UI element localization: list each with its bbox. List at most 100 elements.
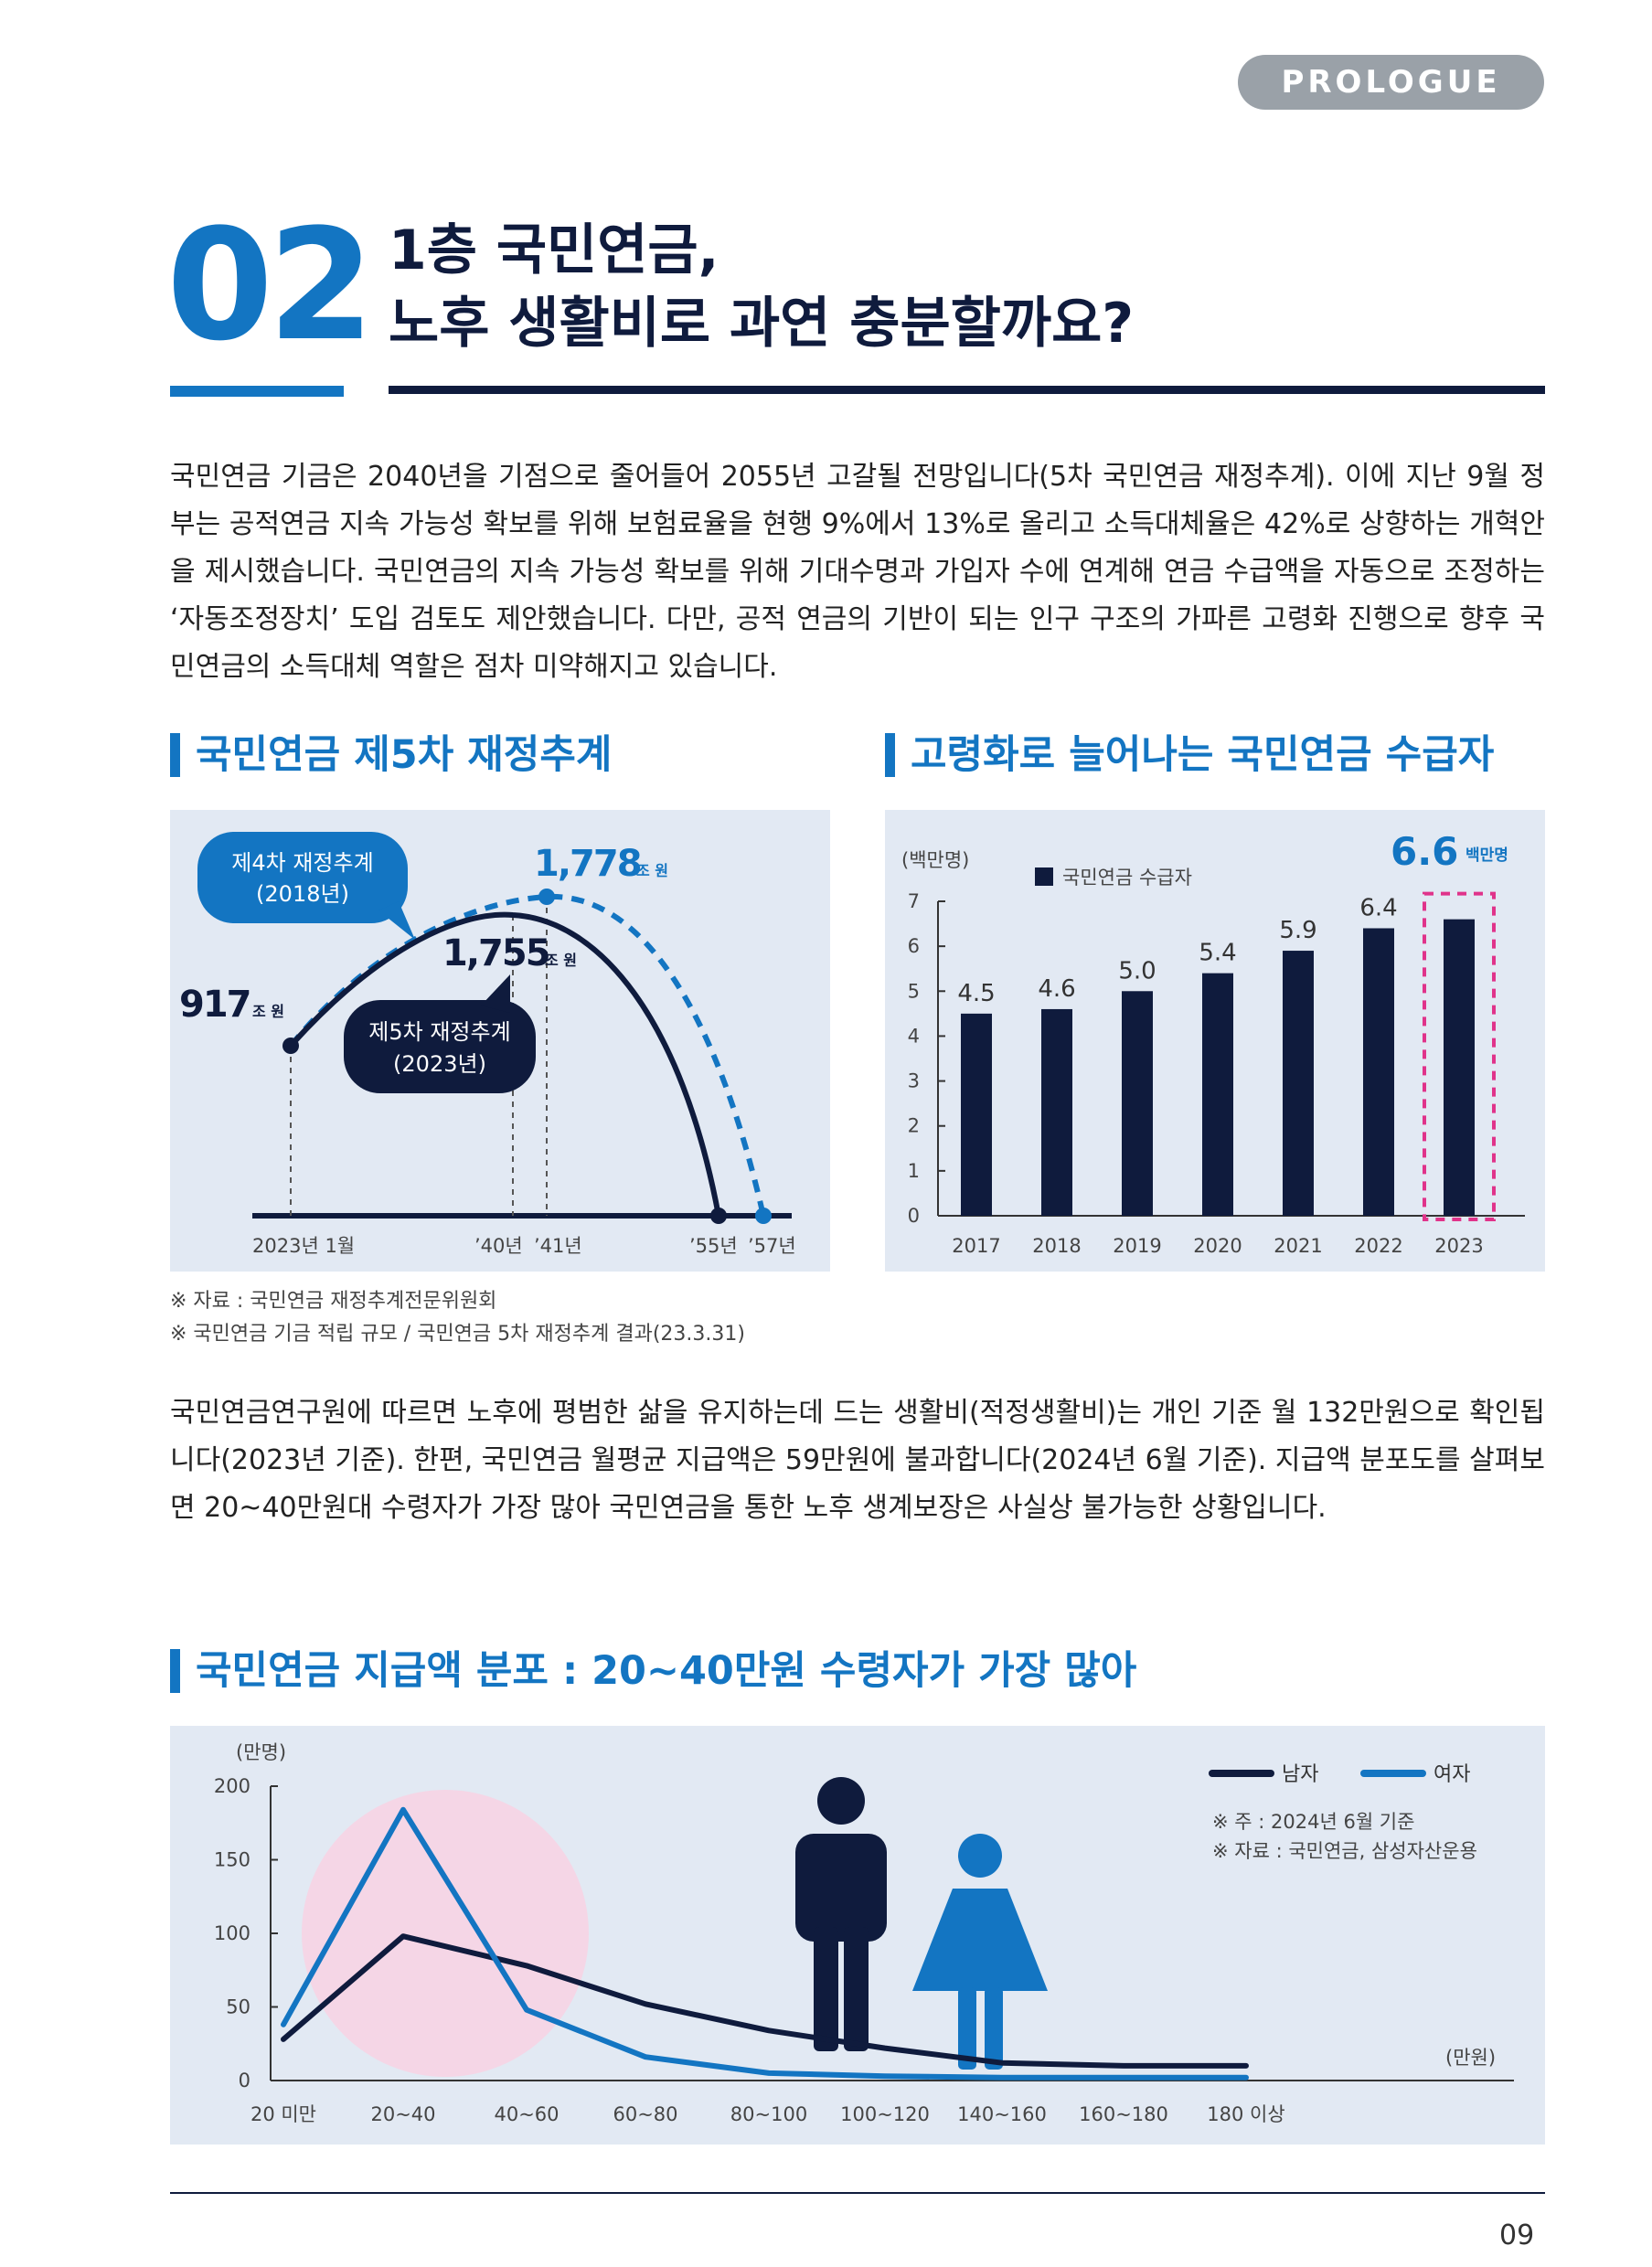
chart3-x-unit: (만원) — [1445, 2047, 1496, 2069]
chart2-x-tick: 2018 — [1032, 1235, 1081, 1257]
series-4th-projection — [288, 893, 766, 1217]
female-figure-icon — [912, 1834, 1048, 2070]
recipients-bar-chart: (백만명) 국민연금 수급자 6.6 백만명 0 1 2 3 4 5 6 7 2017 4.5 2… — [901, 829, 1525, 1257]
point-end-5th — [710, 1208, 727, 1224]
payment-distribution-chart: (만명) (만원) 0 50 100 150 200 20 미만 20~40 40~60 60… — [214, 1741, 1514, 2125]
callout-5th-line2: (2023년) — [393, 1051, 486, 1077]
intro-paragraph: 국민연금 기금은 2040년을 기점으로 줄어들어 2055년 고갈될 전망입니… — [170, 461, 1545, 683]
legend-female-label: 여자 — [1434, 1763, 1470, 1786]
chart2-x-tick: 2022 — [1354, 1235, 1402, 1257]
x-tick-2023: 2023년 1월 — [252, 1235, 355, 1257]
chart2-x-tick: 2017 — [952, 1235, 1000, 1257]
bar-2020 — [1202, 973, 1233, 1216]
chart3-x-tick: 180 이상 — [1207, 2103, 1284, 2125]
chart2-legend-swatch — [1035, 867, 1053, 886]
legend-male-label: 남자 — [1282, 1763, 1318, 1786]
callout-4th-line2: (2018년) — [256, 881, 349, 907]
section-number-underline — [170, 386, 344, 397]
bar-2022 — [1363, 928, 1394, 1216]
chart3-y-tick: 150 — [214, 1849, 250, 1871]
series-female-line — [281, 1806, 1249, 2081]
chart2-x-tick: 2019 — [1113, 1235, 1161, 1257]
x-tick-2057: ’57년 — [748, 1235, 796, 1257]
bar-value-label: 4.6 — [1038, 975, 1075, 1003]
chart2-x-tick: 2020 — [1193, 1235, 1242, 1257]
point-end-4th — [755, 1208, 772, 1224]
chart2-y-tick: 6 — [908, 935, 920, 957]
page-number: 09 — [1499, 2219, 1535, 2251]
page-title-line1: 1층 국민연금, — [389, 218, 719, 282]
fund-projection-chart: 917 조 원 1,778 조 원 1,755 조 원 제4차 재정추계 (20… — [179, 832, 796, 1257]
chart2-panel: (백만명) 국민연금 수급자 6.6 백만명 0 1 2 3 4 5 6 7 2017 4.5 2… — [885, 810, 1545, 1272]
chart3-y-tick: 200 — [214, 1775, 250, 1797]
callout-5th-bg — [344, 1000, 536, 1093]
chart2-y-tick: 3 — [908, 1070, 920, 1092]
chart2-highlight-value: 6.6 — [1391, 829, 1458, 874]
title-divider — [389, 386, 1545, 394]
chart1-panel: 917 조 원 1,778 조 원 1,755 조 원 제4차 재정추계 (20… — [170, 810, 830, 1272]
chart3-y-tick: 100 — [214, 1922, 250, 1944]
callout-5th-line1: 제5차 재정추계 — [368, 1019, 510, 1045]
x-tick-2040: ’40년 — [474, 1235, 523, 1257]
callout-5th-tail — [481, 974, 510, 1013]
highlight-box-2023 — [1423, 891, 1496, 1222]
chart2-y-tick: 5 — [908, 980, 920, 1002]
bar-value-label: 6.4 — [1359, 894, 1397, 921]
chart3-heading: 국민연금 지급액 분포 : 20~40만원 수령자가 가장 많아 — [170, 1645, 1136, 1697]
chart1-heading: 국민연금 제5차 재정추계 — [170, 729, 612, 781]
male-figure-icon — [795, 1777, 887, 2051]
series-male-line — [281, 1933, 1249, 2069]
x-tick-2041: ’41년 — [534, 1235, 582, 1257]
chart2-y-unit: (백만명) — [901, 849, 969, 871]
second-paragraph: 국민연금연구원에 따르면 노후에 평범한 삶을 유지하는데 드는 생활비(적정생… — [170, 1397, 1545, 1524]
chart2-x-tick: 2023 — [1434, 1235, 1483, 1257]
chart2-x-tick: 2021 — [1274, 1235, 1322, 1257]
chart3-note-1: ※ 주 : 2024년 6월 기준 — [1212, 1811, 1414, 1833]
bar-2018 — [1041, 1008, 1072, 1216]
chart3-x-tick: 100~120 — [840, 2103, 930, 2125]
label-917-unit: 조 원 — [252, 1003, 284, 1020]
point-start — [282, 1038, 299, 1054]
chart2-y-tick: 0 — [908, 1205, 920, 1227]
bar-value-label: 5.0 — [1118, 957, 1156, 984]
bar-value-label: 5.4 — [1199, 940, 1236, 967]
chart3-x-tick: 40~60 — [494, 2103, 559, 2125]
chart3-x-tick: 20~40 — [370, 2103, 435, 2125]
label-1755-unit: 조 원 — [545, 952, 577, 969]
chart3-x-tick: 20 미만 — [250, 2103, 316, 2125]
prologue-badge: PROLOGUE — [1238, 55, 1544, 110]
bar-value-label: 5.9 — [1279, 917, 1316, 944]
source-note-1: ※ 자료 : 국민연금 재정추계전문위원회 — [170, 1290, 497, 1313]
bar-2017 — [961, 1013, 992, 1216]
chart2-y-tick: 7 — [908, 890, 920, 912]
chart3-x-tick: 160~180 — [1079, 2103, 1168, 2125]
label-1755: 1,755 — [442, 932, 549, 974]
section-number: 02 — [166, 196, 375, 375]
label-1778-unit: 조 원 — [636, 862, 668, 879]
bar-2023 — [1444, 919, 1475, 1216]
callout-4th-bg — [197, 832, 408, 923]
footer-divider — [170, 2192, 1545, 2194]
chart3-x-tick: 80~100 — [730, 2103, 807, 2125]
chart2-highlight-unit: 백만명 — [1465, 846, 1508, 865]
chart2-heading: 고령화로 늘어나는 국민연금 수급자 — [885, 729, 1494, 781]
chart3-y-unit: (만명) — [236, 1741, 286, 1763]
bar-2019 — [1122, 991, 1153, 1216]
source-note-2: ※ 국민연금 기금 적립 규모 / 국민연금 5차 재정추계 결과(23.3.3… — [170, 1323, 745, 1346]
bar-value-label: 4.5 — [957, 980, 995, 1007]
chart3-note-2: ※ 자료 : 국민연금, 삼성자산운용 — [1212, 1840, 1477, 1862]
chart3-y-tick: 50 — [226, 1996, 250, 2018]
bar-2021 — [1283, 951, 1314, 1216]
chart3-y-tick: 0 — [239, 2070, 250, 2091]
label-1778: 1,778 — [534, 843, 641, 885]
point-peak-4th — [538, 889, 555, 905]
chart2-y-tick: 2 — [908, 1115, 920, 1137]
page-title-line2: 노후 생활비로 과연 충분할까요? — [389, 292, 1135, 356]
chart2-y-tick: 1 — [908, 1160, 920, 1182]
chart3-x-tick: 140~160 — [957, 2103, 1047, 2125]
highlight-circle — [302, 1790, 589, 2077]
chart2-y-tick: 4 — [908, 1025, 920, 1047]
chart3-panel: (만명) (만원) 0 50 100 150 200 20 미만 20~40 40~60 60… — [170, 1726, 1545, 2145]
chart2-legend-label: 국민연금 수급자 — [1062, 867, 1192, 889]
label-917: 917 — [179, 984, 250, 1026]
